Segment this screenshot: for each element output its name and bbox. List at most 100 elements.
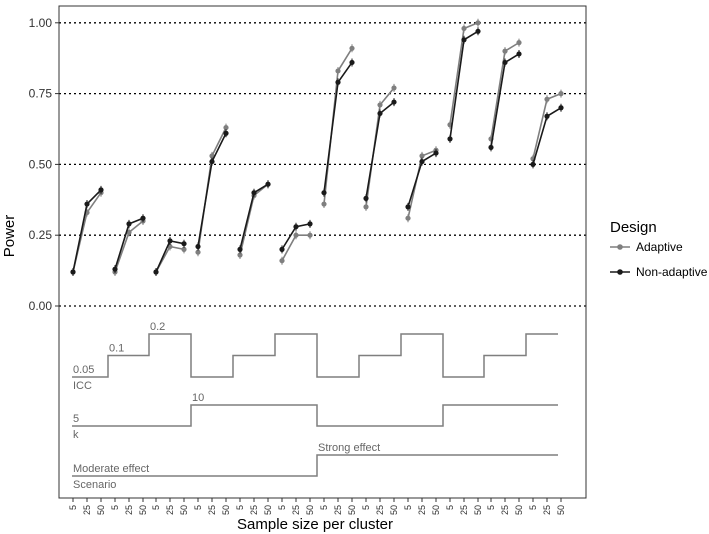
legend-key-point bbox=[617, 244, 623, 250]
data-point bbox=[488, 144, 494, 151]
data-point bbox=[195, 249, 201, 255]
data-point bbox=[251, 190, 257, 196]
x-tick-label: 5 bbox=[403, 505, 413, 510]
data-point bbox=[181, 241, 187, 247]
x-tick-label: 25 bbox=[207, 505, 217, 515]
step-line-icc bbox=[72, 333, 558, 378]
y-tick-label: 0.50 bbox=[29, 157, 53, 171]
legend: Design Adaptive Non-adaptive bbox=[610, 219, 708, 279]
legend-items: Adaptive Non-adaptive bbox=[610, 240, 708, 279]
y-tick-label: 0.00 bbox=[29, 299, 53, 313]
data-point bbox=[167, 238, 173, 244]
data-point bbox=[153, 269, 159, 275]
data-point bbox=[558, 105, 564, 111]
data-point bbox=[209, 158, 215, 165]
legend-title: Design bbox=[610, 219, 657, 236]
x-tick-label: 50 bbox=[473, 505, 483, 515]
data-point bbox=[405, 215, 411, 221]
x-tick-label: 5 bbox=[528, 505, 538, 510]
data-point bbox=[237, 246, 243, 252]
data-point bbox=[279, 258, 285, 264]
step-variable-label: Scenario bbox=[73, 479, 116, 491]
x-tick-label: 25 bbox=[500, 505, 510, 515]
step-variable-label: ICC bbox=[73, 380, 92, 392]
data-point bbox=[475, 28, 481, 34]
x-tick-label: 5 bbox=[319, 505, 329, 510]
data-point bbox=[321, 190, 327, 196]
x-tick-label: 50 bbox=[96, 505, 106, 515]
x-tick-label: 25 bbox=[165, 505, 175, 515]
x-tick-label: 50 bbox=[431, 505, 441, 515]
data-point bbox=[279, 246, 285, 252]
data-point bbox=[321, 201, 327, 207]
y-tick-label: 0.75 bbox=[29, 87, 53, 101]
data-point bbox=[223, 124, 229, 131]
data-point bbox=[70, 269, 76, 275]
step-line-k bbox=[72, 404, 558, 427]
x-tick-label: 5 bbox=[193, 505, 203, 510]
data-point bbox=[126, 229, 132, 235]
x-tick-label: 25 bbox=[249, 505, 259, 515]
data-point bbox=[293, 224, 299, 230]
series-line bbox=[490, 53, 520, 148]
x-tick-label: 50 bbox=[514, 505, 524, 515]
data-point bbox=[335, 68, 341, 74]
data-point bbox=[223, 130, 229, 136]
y-axis: 0.00 0.25 0.50 0.75 1.00 bbox=[29, 16, 59, 313]
x-tick-label: 5 bbox=[277, 505, 287, 510]
data-point bbox=[558, 91, 564, 97]
x-tick-label: 50 bbox=[263, 505, 273, 515]
data-point bbox=[544, 96, 550, 102]
data-point bbox=[237, 252, 243, 258]
data-point bbox=[335, 79, 341, 85]
data-point bbox=[433, 150, 439, 156]
step-level-label: Moderate effect bbox=[73, 463, 149, 475]
step-level-label: 5 bbox=[73, 413, 79, 425]
x-tick-label: 5 bbox=[151, 505, 161, 510]
data-point bbox=[391, 85, 397, 91]
data-point bbox=[447, 136, 453, 142]
x-tick-label: 25 bbox=[291, 505, 301, 515]
data-point bbox=[419, 153, 425, 159]
data-point bbox=[475, 20, 481, 26]
step-level-label: Strong effect bbox=[318, 442, 380, 454]
step-level-label: 10 bbox=[192, 392, 204, 404]
data-point bbox=[544, 113, 550, 119]
step-level-label: 0.2 bbox=[150, 321, 165, 333]
data-point bbox=[84, 201, 90, 207]
x-tick-label: 5 bbox=[68, 505, 78, 510]
x-tick-label: 5 bbox=[445, 505, 455, 510]
data-point bbox=[405, 204, 411, 210]
x-axis-title: Sample size per cluster bbox=[237, 516, 393, 533]
data-point bbox=[363, 195, 369, 201]
step-line-scenario bbox=[72, 454, 558, 477]
data-point bbox=[195, 243, 201, 250]
y-tick-label: 1.00 bbox=[29, 16, 53, 30]
data-point bbox=[461, 25, 467, 32]
y-axis-title: Power bbox=[1, 215, 18, 258]
x-tick-label: 25 bbox=[333, 505, 343, 515]
data-point bbox=[377, 110, 383, 117]
x-tick-label: 25 bbox=[375, 505, 385, 515]
data-point bbox=[516, 51, 522, 57]
x-tick-label: 25 bbox=[124, 505, 134, 515]
data-point bbox=[98, 187, 104, 193]
x-tick-label: 50 bbox=[138, 505, 148, 515]
data-point bbox=[530, 161, 536, 167]
legend-label: Adaptive bbox=[636, 240, 683, 254]
step-level-label: 0.1 bbox=[109, 343, 124, 355]
x-tick-label: 50 bbox=[556, 505, 566, 515]
x-axis: 5 25 50 5 25 50 5 25 50 5 25 50 5 25 50 5 25 50 5 25 50 5 25 50… bbox=[68, 498, 566, 515]
y-tick-label: 0.25 bbox=[29, 228, 53, 242]
data-point bbox=[502, 59, 508, 66]
x-tick-label: 50 bbox=[389, 505, 399, 515]
data-point bbox=[516, 40, 522, 46]
step-level-label: 0.05 bbox=[73, 364, 94, 376]
x-tick-label: 50 bbox=[347, 505, 357, 515]
data-point bbox=[307, 221, 313, 227]
step-variable-label: k bbox=[73, 429, 79, 441]
plot-panel-border bbox=[58, 5, 587, 499]
series-line bbox=[197, 132, 227, 247]
x-tick-label: 25 bbox=[82, 505, 92, 515]
